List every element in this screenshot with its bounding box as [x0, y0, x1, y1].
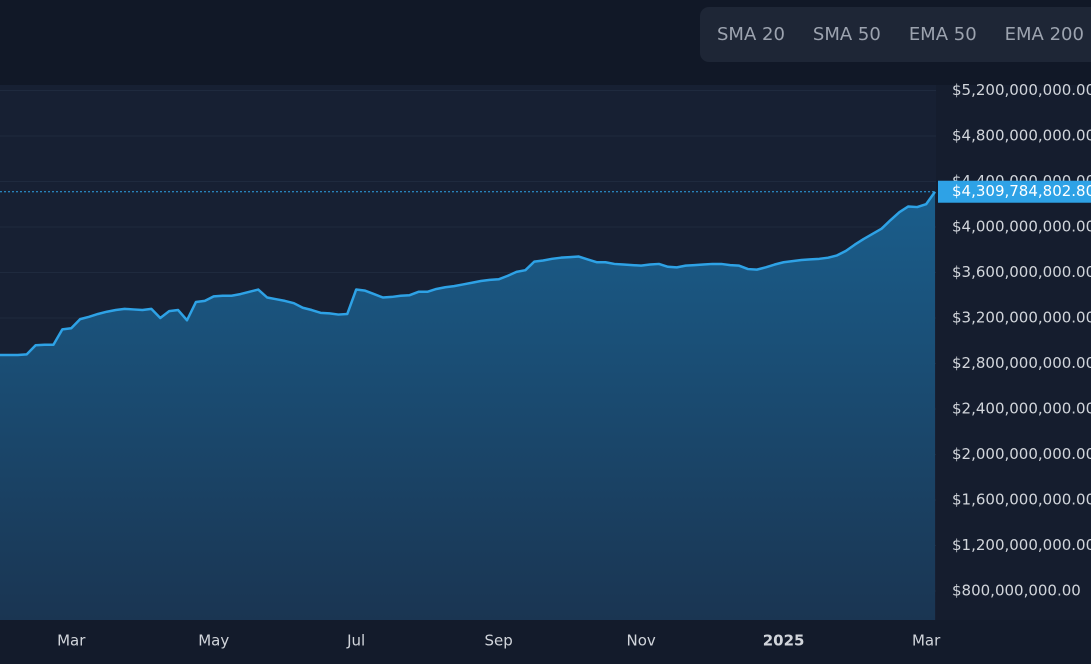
y-tick-label: $1,200,000,000.00: [952, 536, 1091, 554]
y-tick-label: $4,000,000,000.00: [952, 217, 1091, 235]
y-tick-label: $1,600,000,000.00: [952, 490, 1091, 508]
x-tick-label: May: [198, 632, 229, 650]
x-tick-label: Mar: [912, 632, 941, 650]
x-tick-label: Jul: [346, 632, 365, 650]
x-axis: Mar May Jul Sep Nov 2025 Mar: [57, 632, 941, 650]
last-price-box: [938, 180, 1091, 203]
indicator-button[interactable]: SMA 20: [717, 24, 785, 45]
y-tick-label: $3,600,000,000.00: [952, 263, 1091, 281]
x-tick-label: Sep: [485, 632, 513, 650]
x-axis-background: [0, 620, 1091, 664]
x-tick-label: Nov: [627, 632, 656, 650]
y-tick-label: $5,200,000,000.00: [952, 81, 1091, 99]
x-tick-label: Mar: [57, 632, 86, 650]
x-tick-label: 2025: [763, 632, 805, 650]
price-line: [0, 191, 936, 357]
plot: [0, 191, 936, 620]
y-tick-label: $2,400,000,000.00: [952, 399, 1091, 417]
indicator-toolbar: [700, 7, 1091, 62]
buttons: SMA 20 SMA 50 EMA 50 EMA 200: [717, 24, 1084, 45]
y-axis-background: [936, 85, 1091, 620]
indicator-button[interactable]: EMA 200: [1005, 24, 1084, 45]
area-fill: [0, 191, 935, 620]
indicator-button[interactable]: SMA 50: [813, 24, 881, 45]
y-tick-label: $3,200,000,000.00: [952, 308, 1091, 326]
y-tick-label: $800,000,000.00: [952, 581, 1081, 599]
y-tick-label: $4,800,000,000.00: [952, 126, 1091, 144]
overlay: $4,309,784,802.80: [0, 180, 1091, 203]
last-price-label: $4,309,784,802.80: [952, 182, 1091, 200]
y-tick-label: $2,000,000,000.00: [952, 445, 1091, 463]
indicator-button[interactable]: EMA 50: [909, 24, 977, 45]
y-tick-label: $2,800,000,000.00: [952, 354, 1091, 372]
